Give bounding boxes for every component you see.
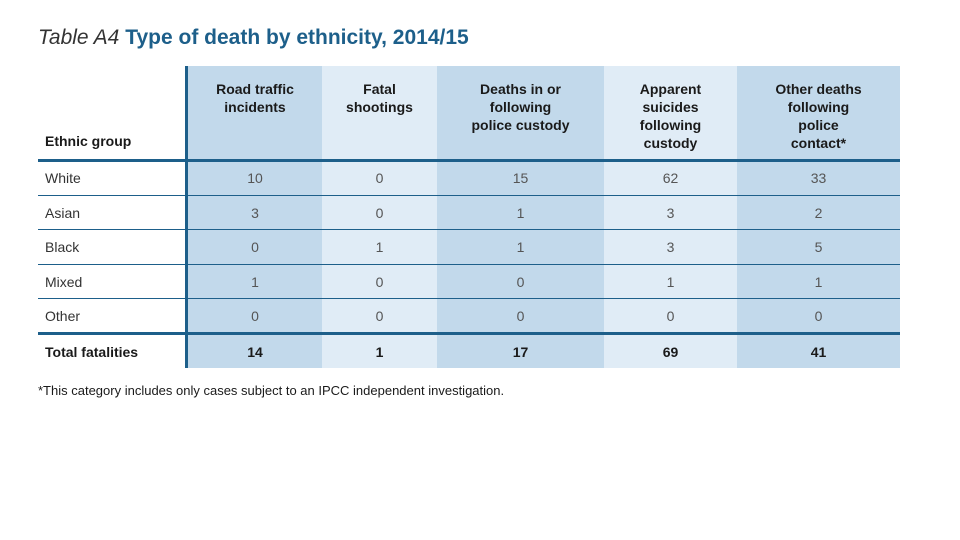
column-band-1 — [188, 66, 322, 368]
total-value: 1 — [375, 344, 384, 360]
row-group: Mixed — [45, 274, 83, 290]
cell-value: 3 — [666, 205, 675, 221]
cell-value: 0 — [375, 205, 384, 221]
column-header-road-traffic: Road traffic incidents — [216, 81, 294, 115]
cell-value: 2 — [814, 205, 823, 221]
total-row: Total fatalities 14 1 17 69 41 — [38, 335, 900, 369]
total-rule — [38, 332, 900, 335]
table-title: Table A4 Type of death by ethnicity, 201… — [38, 26, 469, 50]
total-label: Total fatalities — [45, 344, 139, 360]
total-value: 17 — [512, 344, 529, 360]
row-group: Black — [45, 239, 80, 255]
cell-value: 0 — [251, 308, 259, 324]
cell-value: 0 — [516, 308, 525, 324]
label-column-rule — [185, 66, 188, 368]
cell-value: 0 — [516, 274, 525, 290]
cell-value: 0 — [814, 308, 823, 324]
cell-value: 1 — [516, 239, 525, 255]
cell-value: 1 — [516, 205, 525, 221]
column-header-custody-deaths: Deaths in or following police custody — [471, 81, 570, 133]
cell-value: 33 — [810, 170, 827, 186]
table-row: Black 0 1 1 3 5 — [38, 230, 900, 264]
footnote: *This category includes only cases subje… — [38, 383, 505, 398]
cell-value: 3 — [251, 205, 259, 221]
table-row: Mixed 1 0 0 1 1 — [38, 265, 900, 299]
cell-value: 62 — [662, 170, 679, 186]
cell-value: 0 — [251, 239, 259, 255]
cell-value: 5 — [814, 239, 823, 255]
cell-value: 3 — [666, 239, 675, 255]
total-value: 41 — [810, 344, 827, 360]
cell-value: 10 — [247, 170, 263, 186]
cell-value: 0 — [375, 274, 384, 290]
table-row: Asian 3 0 1 3 2 — [38, 196, 900, 230]
row-group: Asian — [45, 205, 81, 221]
table-row: White 10 0 15 62 33 — [38, 161, 900, 195]
row-group: White — [45, 170, 81, 186]
row-divider — [38, 229, 900, 230]
total-value: 69 — [662, 344, 679, 360]
ethnic-group-header: Ethnic group — [45, 133, 132, 149]
column-band-2 — [322, 66, 437, 368]
table-number: Table A4 — [38, 26, 120, 49]
row-divider — [38, 264, 900, 265]
data-table: Ethnic group Road traffic incidents Fata… — [38, 66, 900, 368]
column-band-3 — [437, 66, 604, 368]
table-row: Other 0 0 0 0 0 — [38, 299, 900, 333]
cell-value: 1 — [814, 274, 823, 290]
header-rule — [38, 159, 900, 162]
row-divider — [38, 195, 900, 196]
cell-value: 0 — [666, 308, 675, 324]
table-heading: Type of death by ethnicity, 2014/15 — [125, 26, 469, 49]
cell-value: 0 — [375, 170, 384, 186]
cell-value: 1 — [251, 274, 259, 290]
row-group: Other — [45, 308, 81, 324]
column-header-other-deaths: Other deaths following police contact* — [775, 81, 862, 151]
cell-value: 1 — [666, 274, 675, 290]
row-divider — [38, 298, 900, 299]
cell-value: 15 — [512, 170, 529, 186]
column-band-4 — [604, 66, 737, 368]
column-header-apparent-suicides: Apparent suicides following custody — [639, 81, 702, 151]
column-band-5 — [737, 66, 900, 368]
column-header-fatal-shootings: Fatal shootings — [346, 81, 413, 115]
cell-value: 0 — [375, 308, 384, 324]
total-value: 14 — [247, 344, 263, 360]
cell-value: 1 — [375, 239, 384, 255]
